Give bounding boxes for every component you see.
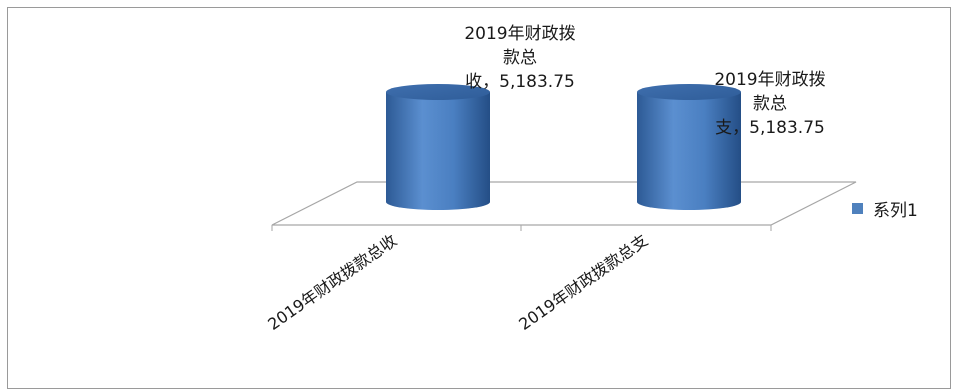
bar-top xyxy=(386,84,490,100)
category-label: 2019年财政拨款总支 xyxy=(515,231,651,334)
data-label-line: 2019年财政拨 xyxy=(714,70,826,90)
floor-plane xyxy=(271,181,857,226)
bar-2 xyxy=(637,84,741,210)
bar-body xyxy=(386,92,490,210)
data-label-line: 2019年财政拨 xyxy=(464,24,576,44)
category-label: 2019年财政拨款总收 xyxy=(264,231,400,334)
data-label-line: 收，5,183.75 xyxy=(465,72,575,92)
data-label: 2019年财政拨 款总支，5,183.75 xyxy=(680,68,860,140)
data-label: 2019年财政拨 款总收，5,183.75 xyxy=(430,22,610,94)
bar-top xyxy=(637,84,741,100)
bar-1 xyxy=(386,84,490,210)
data-label-line: 款总 xyxy=(503,48,537,68)
bar-body xyxy=(637,92,741,210)
data-label-line: 款总 xyxy=(753,94,787,114)
legend-swatch xyxy=(852,203,863,214)
legend: 系列1 xyxy=(852,196,918,221)
legend-label: 系列1 xyxy=(873,201,918,221)
data-label-line: 支，5,183.75 xyxy=(715,118,825,138)
